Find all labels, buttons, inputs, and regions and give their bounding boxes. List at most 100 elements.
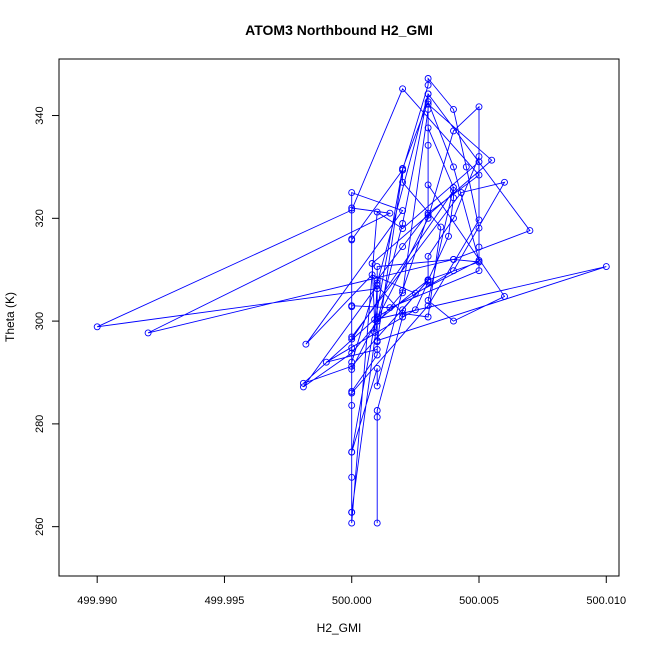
data-point xyxy=(93,323,101,331)
data-point xyxy=(348,349,356,357)
data-point xyxy=(457,189,465,197)
data-point xyxy=(501,178,508,186)
data-point xyxy=(299,383,307,391)
data-point xyxy=(348,388,356,395)
data-point xyxy=(450,194,457,202)
y-tick-label: 260 xyxy=(34,517,46,535)
data-point xyxy=(450,105,457,113)
data-point xyxy=(424,209,432,217)
data-point xyxy=(475,103,483,111)
data-point xyxy=(348,204,356,212)
y-tick-label: 300 xyxy=(34,312,46,330)
data-point xyxy=(348,189,356,197)
data-point xyxy=(526,227,534,235)
data-point xyxy=(373,282,381,290)
data-point xyxy=(450,317,457,325)
data-point xyxy=(399,306,407,314)
data-point xyxy=(411,289,419,297)
data-point xyxy=(368,260,376,267)
data-point xyxy=(299,379,307,387)
x-tick-label: 499.995 xyxy=(205,595,245,607)
data-point xyxy=(348,335,356,343)
data-point xyxy=(424,124,432,132)
data-point xyxy=(399,178,407,186)
data-point xyxy=(424,100,432,108)
data-point xyxy=(437,223,445,231)
data-point xyxy=(373,407,381,414)
data-point xyxy=(450,184,457,191)
x-axis: 499.990 499.995 500.000 500.005 500.010 xyxy=(77,575,626,607)
data-point xyxy=(475,158,483,166)
data-point xyxy=(386,209,394,217)
data-point xyxy=(424,105,432,113)
data-point xyxy=(348,448,356,456)
data-point xyxy=(501,292,508,300)
x-tick-label: 499.990 xyxy=(77,595,117,607)
data-point xyxy=(399,220,407,227)
data-point xyxy=(475,243,483,251)
data-point xyxy=(399,286,407,294)
data-point xyxy=(348,235,356,243)
data-point xyxy=(424,211,432,219)
x-axis-label: H2_GMI xyxy=(317,621,362,635)
data-point xyxy=(399,85,407,93)
data-point xyxy=(348,365,356,373)
data-point xyxy=(348,358,356,366)
data-point xyxy=(348,401,356,409)
data-point xyxy=(373,315,381,323)
data-point xyxy=(462,163,470,171)
data-point xyxy=(348,303,356,311)
data-point xyxy=(386,304,394,312)
data-point xyxy=(373,208,381,216)
data-point xyxy=(373,285,381,293)
data-point xyxy=(348,344,356,352)
data-point xyxy=(450,127,457,135)
data-point xyxy=(424,302,432,310)
data-point xyxy=(348,206,356,214)
data-point xyxy=(424,252,432,260)
data-point xyxy=(445,232,452,240)
data-point xyxy=(348,508,356,516)
series-lines xyxy=(97,77,607,524)
data-point xyxy=(424,297,432,304)
data-point xyxy=(371,328,379,336)
data-point xyxy=(450,214,457,222)
data-point xyxy=(373,337,381,345)
data-point xyxy=(450,187,457,195)
data-point xyxy=(399,243,407,251)
x-tick-label: 500.005 xyxy=(459,595,499,607)
data-point xyxy=(424,141,432,149)
data-point xyxy=(348,519,356,527)
data-point xyxy=(488,156,496,164)
data-point xyxy=(424,276,432,284)
data-point xyxy=(475,171,483,179)
y-tick-label: 340 xyxy=(34,106,46,124)
data-point xyxy=(424,81,432,89)
data-point xyxy=(322,358,330,366)
data-point xyxy=(424,214,432,222)
data-point xyxy=(373,345,381,353)
series-points xyxy=(93,75,610,527)
data-point xyxy=(475,216,483,224)
data-point xyxy=(424,98,432,106)
data-point xyxy=(475,258,483,266)
data-point xyxy=(399,313,407,321)
data-point xyxy=(424,181,432,189)
data-point xyxy=(475,153,483,161)
data-point xyxy=(373,382,381,390)
data-point xyxy=(450,267,457,275)
data-point xyxy=(602,263,610,271)
data-point xyxy=(399,207,407,215)
data-point xyxy=(424,90,432,98)
data-point xyxy=(348,333,356,341)
data-point xyxy=(373,413,381,421)
y-tick-label: 320 xyxy=(34,209,46,227)
series-line xyxy=(97,77,607,524)
chart-title: ATOM3 Northbound H2_GMI xyxy=(245,22,433,38)
data-point xyxy=(302,340,310,348)
data-point xyxy=(475,267,483,275)
data-point xyxy=(399,289,407,297)
data-point xyxy=(424,278,432,286)
